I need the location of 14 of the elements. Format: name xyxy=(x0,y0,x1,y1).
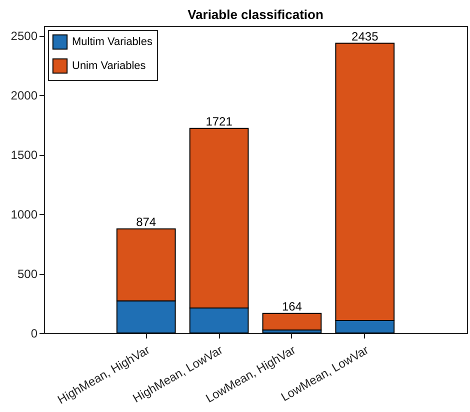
chart-title: Variable classification xyxy=(188,7,324,22)
legend-label: Multim Variables xyxy=(72,36,153,48)
y-tick-label: 2500 xyxy=(10,29,38,44)
total-label: 1721 xyxy=(206,114,233,128)
legend-label: Unim Variables xyxy=(72,60,146,72)
total-label: 164 xyxy=(282,299,302,314)
y-tick-label: 0 xyxy=(30,326,38,340)
y-tick-label: 1000 xyxy=(10,208,38,222)
bar xyxy=(262,312,322,331)
total-label: 874 xyxy=(136,214,156,229)
y-tick-label: 2000 xyxy=(10,88,38,103)
total-label: 2435 xyxy=(352,29,379,44)
y-tick-label: 1500 xyxy=(10,148,38,162)
y-tick-label: 500 xyxy=(17,267,38,282)
